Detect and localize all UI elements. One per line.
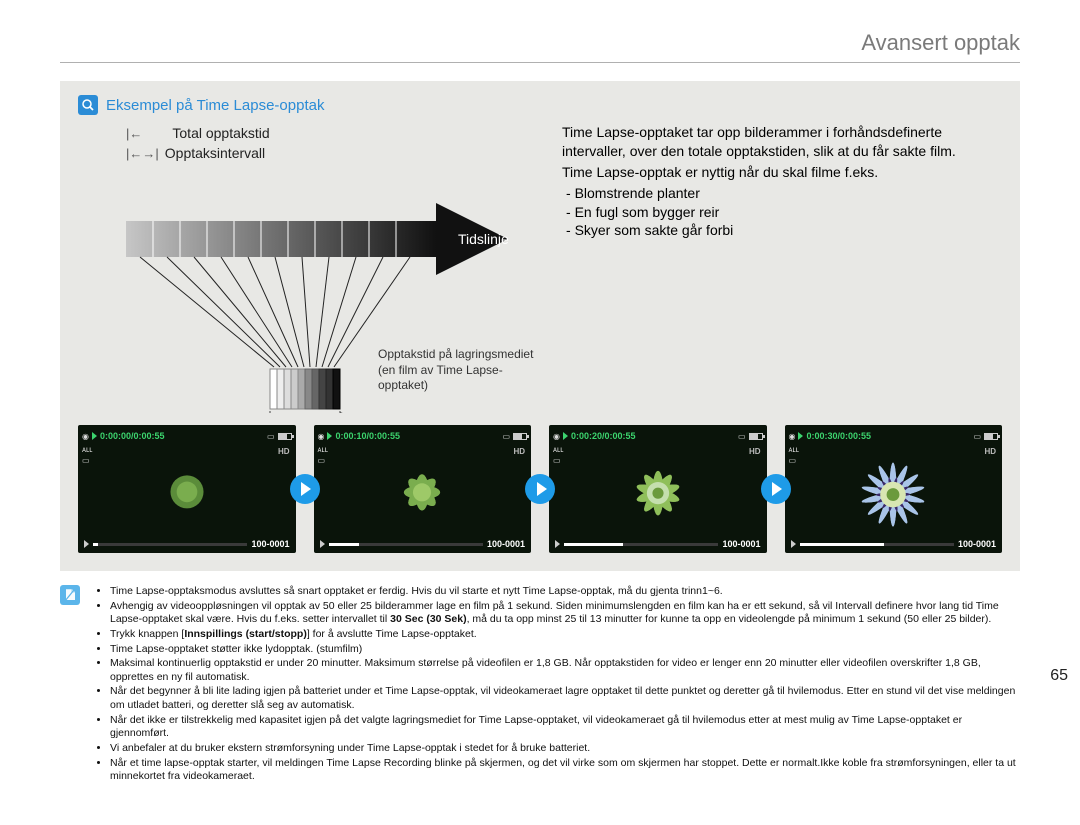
video-thumbnail: ◉ 0:00:10/0:00:55 ▭ ᴀʟʟ▭ HD 100-0001 xyxy=(314,425,532,553)
notes-section: Time Lapse-opptaksmodus avsluttes så sna… xyxy=(60,585,1020,785)
thumb-side-icons: ᴀʟʟ▭ xyxy=(318,445,328,465)
note-icon xyxy=(60,585,80,605)
card-icon: ▭ xyxy=(502,432,510,441)
magnifier-icon xyxy=(78,95,98,115)
file-number: 100-0001 xyxy=(722,539,760,549)
notes-ul: Time Lapse-opptaksmodus avsluttes så sna… xyxy=(94,585,1020,784)
mode-icon: ◉ xyxy=(553,432,560,441)
mode-icon: ◉ xyxy=(789,432,796,441)
thumb-side-icons: ᴀʟʟ▭ xyxy=(553,445,563,465)
note-item: Vi anbefaler at du bruker ekstern strømf… xyxy=(110,742,1020,756)
card-icon: ▭ xyxy=(973,432,981,441)
next-arrow-icon xyxy=(290,474,320,504)
storage-stack xyxy=(270,369,340,409)
diagram-row: |← Total opptakstid |←→| Opptaksinterval… xyxy=(78,123,1002,413)
desc-bullet: En fugl som bygger reir xyxy=(566,203,1002,222)
progress-bar xyxy=(564,543,718,546)
card-icon: ▭ xyxy=(267,432,275,441)
example-panel: Eksempel på Time Lapse-opptak |← Total o… xyxy=(60,81,1020,571)
video-thumbnail: ◉ 0:00:20/0:00:55 ▭ ᴀʟʟ▭ HD 100-0001 xyxy=(549,425,767,553)
video-thumbnail: ◉ 0:00:30/0:00:55 ▭ ᴀʟʟ▭ HD 100-0001 xyxy=(785,425,1003,553)
thumb-time: 0:00:30/0:00:55 xyxy=(806,431,871,441)
battery-icon xyxy=(984,433,998,440)
thumb-time: 0:00:10/0:00:55 xyxy=(335,431,400,441)
card-icon: ▭ xyxy=(738,432,746,441)
battery-icon xyxy=(513,433,527,440)
note-item: Avhengig av videooppløsningen vil opptak… xyxy=(110,600,1020,627)
diagram-labels: |← Total opptakstid |←→| Opptaksinterval… xyxy=(126,123,538,163)
thumb-side-icons: ᴀʟʟ▭ xyxy=(789,445,799,465)
next-arrow-icon xyxy=(525,474,555,504)
note-item: Trykk knappen [Innspillings (start/stopp… xyxy=(110,628,1020,642)
playback-icon xyxy=(555,540,560,548)
interval-label: Opptaksintervall xyxy=(165,145,265,161)
progress-bar xyxy=(329,543,483,546)
diagram-container: |← Total opptakstid |←→| Opptaksinterval… xyxy=(78,123,538,413)
note-item: Time Lapse-opptaket støtter ikke lydoppt… xyxy=(110,643,1020,657)
total-label: Total opptakstid xyxy=(172,125,269,141)
example-heading-row: Eksempel på Time Lapse-opptak xyxy=(78,95,1002,115)
storage-caption: Opptakstid på lagringsmediet (en film av… xyxy=(378,347,548,394)
file-number: 100-0001 xyxy=(251,539,289,549)
play-icon xyxy=(798,432,803,440)
desc-line-1: Time Lapse-opptaket tar opp bilderammer … xyxy=(562,123,1002,161)
page-header: Avansert opptak xyxy=(60,30,1020,63)
hd-badge: HD xyxy=(749,447,761,456)
flower-graphic xyxy=(619,454,697,537)
mode-icon: ◉ xyxy=(318,432,325,441)
play-icon xyxy=(563,432,568,440)
file-number: 100-0001 xyxy=(958,539,996,549)
note-item: Når det ikke er tilstrekkelig med kapasi… xyxy=(110,714,1020,741)
thumbnail-row: ◉ 0:00:00/0:00:55 ▭ ᴀʟʟ▭ HD 100-0001 ◉ 0:00:10/… xyxy=(78,425,1002,553)
progress-bar xyxy=(93,543,247,546)
hd-badge: HD xyxy=(278,447,290,456)
note-item: Time Lapse-opptaksmodus avsluttes så sna… xyxy=(110,585,1020,599)
note-item: Når det begynner å bli lite lading igjen… xyxy=(110,685,1020,712)
mode-icon: ◉ xyxy=(82,432,89,441)
playback-icon xyxy=(320,540,325,548)
progress-bar xyxy=(800,543,954,546)
timeline-arrow-label: Tidslinje xyxy=(458,231,509,247)
hd-badge: HD xyxy=(513,447,525,456)
note-item: Maksimal kontinuerlig opptakstid er unde… xyxy=(110,657,1020,684)
page-number: 65 xyxy=(1050,667,1068,685)
battery-icon xyxy=(278,433,292,440)
playback-icon xyxy=(84,540,89,548)
next-arrow-icon xyxy=(761,474,791,504)
play-icon xyxy=(327,432,332,440)
notes-list: Time Lapse-opptaksmodus avsluttes så sna… xyxy=(94,585,1020,785)
desc-bullet: Skyer som sakte går forbi xyxy=(566,221,1002,240)
thumb-time: 0:00:00/0:00:55 xyxy=(100,431,165,441)
thumb-side-icons: ᴀʟʟ▭ xyxy=(82,445,92,465)
desc-bullet: Blomstrende planter xyxy=(566,184,1002,203)
example-title: Eksempel på Time Lapse-opptak xyxy=(106,97,324,114)
flower-graphic xyxy=(156,461,218,528)
playback-icon xyxy=(791,540,796,548)
play-icon xyxy=(92,432,97,440)
thumb-time: 0:00:20/0:00:55 xyxy=(571,431,636,441)
desc-line-2: Time Lapse-opptak er nyttig når du skal … xyxy=(562,163,1002,182)
page-title: Avansert opptak xyxy=(60,30,1020,56)
flower-graphic xyxy=(845,447,941,548)
desc-bullets: Blomstrende planter En fugl som bygger r… xyxy=(562,184,1002,241)
flower-graphic xyxy=(388,458,456,531)
hd-badge: HD xyxy=(984,447,996,456)
battery-icon xyxy=(749,433,763,440)
description-text: Time Lapse-opptaket tar opp bilderammer … xyxy=(562,123,1002,240)
file-number: 100-0001 xyxy=(487,539,525,549)
note-item: Når et time lapse-opptak starter, vil me… xyxy=(110,757,1020,784)
page-root: Avansert opptak Eksempel på Time Lapse-o… xyxy=(0,0,1080,687)
video-thumbnail: ◉ 0:00:00/0:00:55 ▭ ᴀʟʟ▭ HD 100-0001 xyxy=(78,425,296,553)
